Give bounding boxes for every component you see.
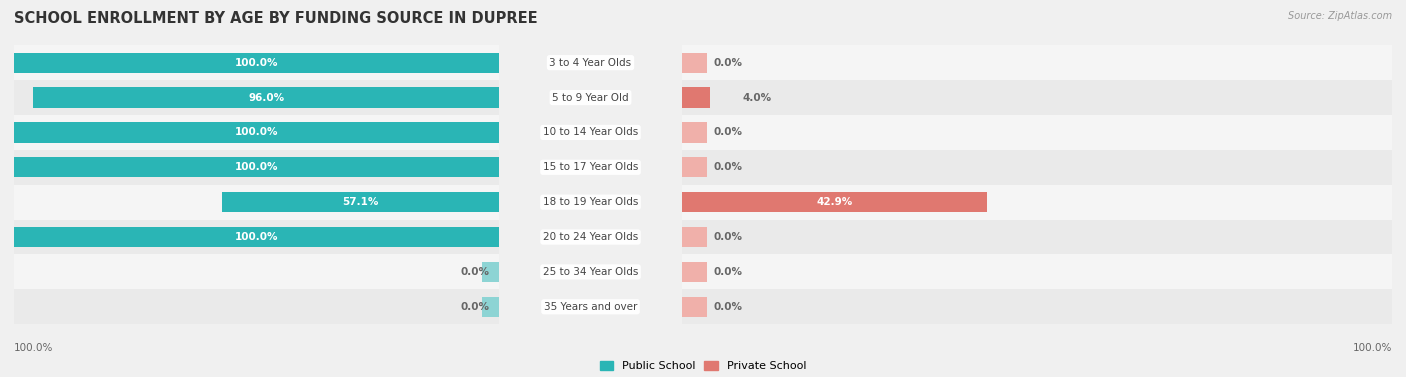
Text: 42.9%: 42.9% (815, 197, 852, 207)
Bar (14, 122, 499, 143)
Text: 35 Years and over: 35 Years and over (544, 302, 637, 312)
Text: 10 to 14 Year Olds: 10 to 14 Year Olds (543, 127, 638, 138)
Bar (482, 262, 499, 282)
Text: 3 to 4 Year Olds: 3 to 4 Year Olds (550, 58, 631, 68)
Bar (682, 115, 1392, 150)
Bar (14, 52, 499, 73)
Bar (14, 290, 499, 324)
Text: 100.0%: 100.0% (1353, 343, 1392, 353)
Bar (682, 150, 1392, 185)
Bar (682, 157, 707, 178)
Text: 100.0%: 100.0% (235, 127, 278, 138)
Bar (682, 45, 1392, 80)
Text: 0.0%: 0.0% (460, 267, 489, 277)
Bar (14, 227, 499, 247)
Bar (682, 227, 707, 247)
Text: 0.0%: 0.0% (714, 267, 742, 277)
Bar (682, 192, 987, 212)
Text: 0.0%: 0.0% (714, 58, 742, 68)
Text: 0.0%: 0.0% (714, 127, 742, 138)
Bar (682, 185, 1392, 219)
Bar (682, 254, 1392, 290)
Text: 100.0%: 100.0% (235, 232, 278, 242)
Bar (682, 87, 710, 108)
Bar (682, 122, 707, 143)
Bar (682, 219, 1392, 254)
Bar (14, 80, 499, 115)
Text: 100.0%: 100.0% (235, 162, 278, 172)
Text: 0.0%: 0.0% (714, 162, 742, 172)
Bar (14, 115, 499, 150)
Legend: Public School, Private School: Public School, Private School (600, 361, 806, 371)
Bar (14, 150, 499, 185)
Bar (682, 80, 1392, 115)
Text: 96.0%: 96.0% (249, 92, 284, 103)
Text: 57.1%: 57.1% (343, 197, 378, 207)
Text: 4.0%: 4.0% (742, 92, 772, 103)
Bar (14, 157, 499, 178)
Bar (682, 297, 707, 317)
Text: 20 to 24 Year Olds: 20 to 24 Year Olds (543, 232, 638, 242)
Text: 0.0%: 0.0% (714, 232, 742, 242)
Bar (682, 290, 1392, 324)
Bar (14, 185, 499, 219)
Text: 100.0%: 100.0% (14, 343, 53, 353)
Text: Source: ZipAtlas.com: Source: ZipAtlas.com (1288, 11, 1392, 21)
Bar (14, 254, 499, 290)
Text: SCHOOL ENROLLMENT BY AGE BY FUNDING SOURCE IN DUPREE: SCHOOL ENROLLMENT BY AGE BY FUNDING SOUR… (14, 11, 537, 26)
Bar (682, 52, 707, 73)
Text: 0.0%: 0.0% (714, 302, 742, 312)
Bar (14, 45, 499, 80)
Bar (682, 262, 707, 282)
Bar (222, 192, 499, 212)
Bar (14, 219, 499, 254)
Text: 18 to 19 Year Olds: 18 to 19 Year Olds (543, 197, 638, 207)
Bar (482, 297, 499, 317)
Text: 15 to 17 Year Olds: 15 to 17 Year Olds (543, 162, 638, 172)
Text: 0.0%: 0.0% (460, 302, 489, 312)
Text: 100.0%: 100.0% (235, 58, 278, 68)
Bar (34, 87, 499, 108)
Text: 5 to 9 Year Old: 5 to 9 Year Old (553, 92, 628, 103)
Text: 25 to 34 Year Olds: 25 to 34 Year Olds (543, 267, 638, 277)
